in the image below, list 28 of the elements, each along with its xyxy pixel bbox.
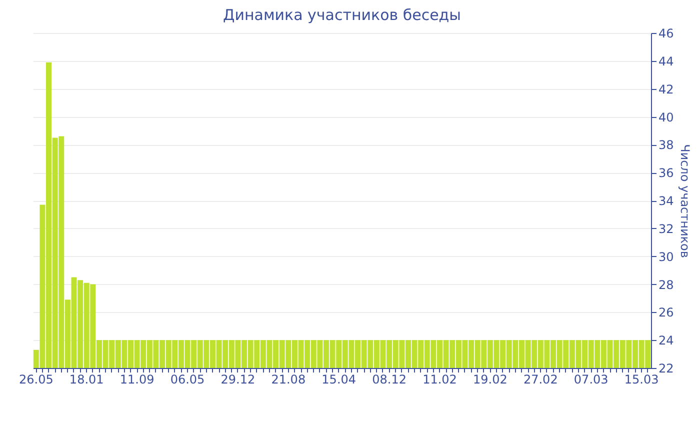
y2-tick-label: 38 xyxy=(658,138,674,152)
y2-tick-label: 46 xyxy=(658,26,674,40)
x-tick-label: 11.02 xyxy=(422,372,457,386)
x-tick-label: 11.09 xyxy=(120,372,154,386)
y2-tick-label: 32 xyxy=(658,222,674,236)
x-tick-label: 06.05 xyxy=(170,372,205,386)
x-tick-label: 21.08 xyxy=(271,372,306,386)
y2-tick-label: 22 xyxy=(658,362,674,376)
x-tick-label: 19.02 xyxy=(473,372,508,386)
y2-tick-label: 36 xyxy=(658,166,674,180)
y2-tick-label: 44 xyxy=(658,54,674,68)
x-tick-label: 27.02 xyxy=(523,372,558,386)
y2-tick-label: 28 xyxy=(658,278,674,292)
x-tick-label: 07.03 xyxy=(574,372,608,386)
x-tick-label: 08.12 xyxy=(372,372,406,386)
y2-tick-label: 40 xyxy=(658,110,674,124)
x-tick-label: 29.12 xyxy=(220,372,256,386)
y2-tick-label: 42 xyxy=(658,82,674,96)
y2-tick-label: 24 xyxy=(658,334,674,348)
y2-tick-label: 30 xyxy=(658,250,674,264)
y2-tick-label: 34 xyxy=(658,194,674,208)
y-axis-title: Число участников xyxy=(678,144,692,258)
x-tick-label: 15.04 xyxy=(322,372,356,386)
chart-title: Динамика участников беседы xyxy=(222,6,462,24)
x-tick-label: 15.03 xyxy=(624,372,659,386)
y2-tick-label: 26 xyxy=(658,306,674,320)
x-tick-label: 26.05 xyxy=(18,372,54,386)
x-tick-label: 18.01 xyxy=(69,372,104,386)
